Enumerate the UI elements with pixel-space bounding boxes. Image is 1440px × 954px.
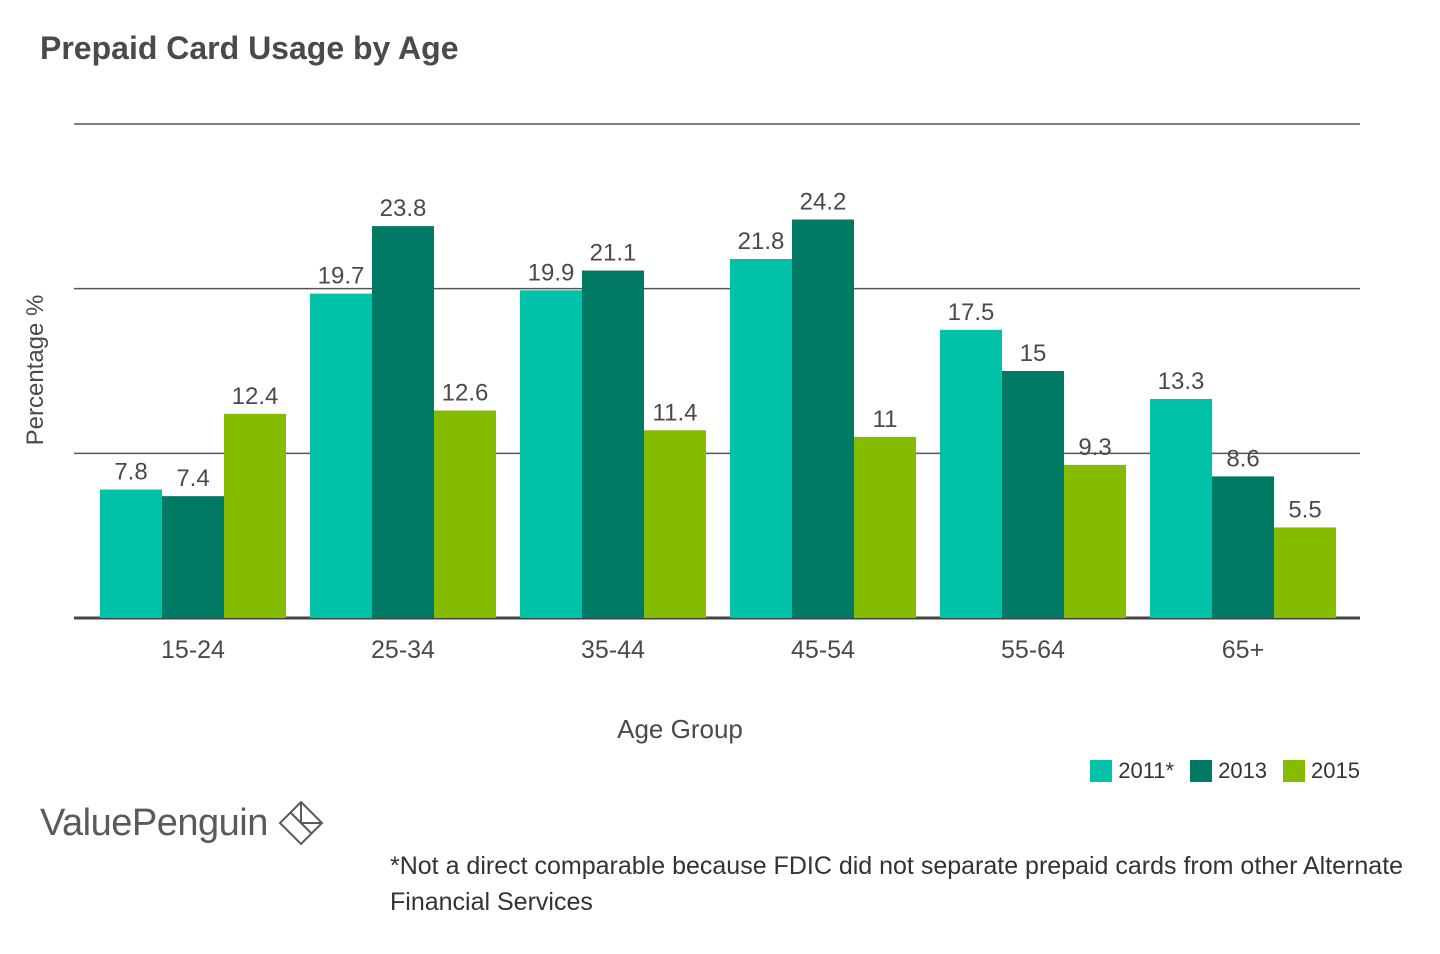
bar-65+-2015 — [1274, 527, 1336, 618]
data-label-25-34-2011: 19.7 — [318, 263, 365, 290]
data-label-45-54-2011: 21.8 — [738, 228, 785, 255]
data-label-25-34-2015: 12.6 — [442, 380, 489, 407]
x-tick-25-34: 25-34 — [371, 636, 435, 664]
bar-25-34-2011 — [310, 293, 372, 618]
bar-35-44-2011 — [520, 290, 582, 618]
x-axis-label: Age Group — [617, 714, 743, 744]
x-tick-65+: 65+ — [1222, 636, 1264, 664]
data-label-15-24-2015: 12.4 — [232, 383, 279, 410]
data-label-55-64-2011: 17.5 — [948, 299, 995, 326]
data-label-35-44-2013: 21.1 — [590, 240, 637, 267]
valuepenguin-logo: ValuePenguin — [40, 800, 324, 846]
data-label-35-44-2011: 19.9 — [528, 259, 575, 286]
bars — [100, 219, 1336, 619]
bar-25-34-2013 — [372, 226, 434, 619]
bar-55-64-2015 — [1064, 464, 1126, 618]
footnote: *Not a direct comparable because FDIC di… — [390, 852, 1404, 916]
legend-swatch-2011 — [1090, 760, 1113, 782]
legend-label-2013: 2013 — [1218, 758, 1268, 783]
bar-25-34-2015 — [434, 410, 496, 618]
data-label-25-34-2013: 23.8 — [380, 195, 427, 222]
legend-label-2015: 2015 — [1311, 758, 1360, 783]
data-label-15-24-2011: 7.8 — [114, 459, 147, 486]
bar-45-54-2013 — [792, 219, 854, 619]
data-label-55-64-2015: 9.3 — [1078, 434, 1111, 461]
bar-35-44-2013 — [582, 270, 644, 618]
gridlines — [74, 123, 1360, 620]
x-tick-45-54: 45-54 — [791, 636, 855, 664]
bar-65+-2011 — [1150, 398, 1212, 618]
x-tick-55-64: 55-64 — [1001, 636, 1065, 664]
bar-45-54-2011 — [730, 259, 792, 618]
bar-55-64-2011 — [940, 329, 1002, 618]
legend-item-2015: 2015 — [1283, 758, 1360, 784]
penguin-diamond-icon — [278, 800, 324, 846]
bar-55-64-2013 — [1002, 371, 1064, 618]
bar-65+-2013 — [1212, 476, 1274, 618]
data-label-65+-2013: 8.6 — [1226, 445, 1259, 472]
x-tick-15-24: 15-24 — [161, 636, 225, 664]
legend-item-2013: 2013 — [1190, 758, 1267, 784]
x-tick-35-44: 35-44 — [581, 636, 645, 664]
chart-title: Prepaid Card Usage by Age — [40, 30, 459, 66]
data-label-45-54-2015: 11 — [873, 406, 898, 433]
data-label-65+-2015: 5.5 — [1288, 496, 1321, 523]
data-labels: 7.8 7.4 12.4 19.7 23.8 12.6 19.9 21.1 11.4 21.8 24… — [114, 189, 1321, 524]
bar-15-24-2013 — [162, 496, 224, 618]
legend: 2011* 2013 2015 — [1090, 758, 1360, 784]
legend-swatch-2013 — [1190, 760, 1213, 782]
y-axis-label: Percentage % — [22, 295, 49, 446]
legend-swatch-2015 — [1283, 760, 1306, 782]
bar-15-24-2011 — [100, 489, 162, 618]
data-label-65+-2011: 13.3 — [1158, 368, 1205, 395]
data-label-35-44-2015: 11.4 — [653, 399, 698, 426]
logo-text: ValuePenguin — [40, 801, 268, 844]
legend-label-2011: 2011* — [1118, 758, 1175, 783]
bar-15-24-2015 — [224, 413, 286, 618]
data-label-15-24-2013: 7.4 — [176, 465, 209, 492]
data-label-45-54-2013: 24.2 — [800, 189, 847, 216]
x-tick-labels: 15-24 25-34 35-44 45-54 55-64 65+ — [161, 636, 1264, 664]
bar-45-54-2015 — [854, 436, 916, 618]
data-label-55-64-2013: 15 — [1020, 340, 1047, 367]
bar-35-44-2015 — [644, 430, 706, 618]
legend-item-2011: 2011* — [1090, 758, 1174, 784]
